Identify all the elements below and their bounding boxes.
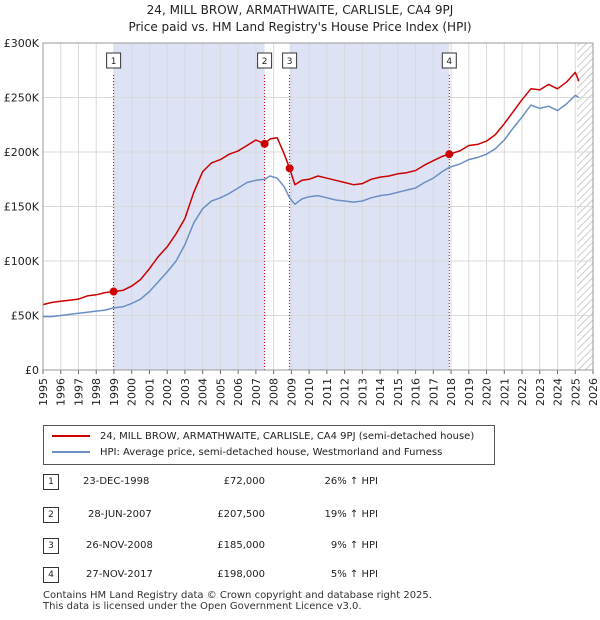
x-tick-label: 2006: [232, 378, 245, 406]
transaction-price: £207,500: [217, 509, 265, 520]
sale-marker-number: 1: [111, 57, 117, 67]
legend-item-property: 24, MILL BROW, ARMATHWAITE, CARLISLE, CA…: [52, 429, 474, 445]
y-tick-label: £250K: [4, 92, 40, 105]
x-tick-label: 2013: [356, 378, 369, 406]
x-tick-label: 2015: [392, 378, 405, 406]
transaction-hpi: 9% ↑ HPI: [330, 540, 378, 551]
transaction-price: £198,000: [217, 569, 265, 580]
transaction-number: 1: [43, 474, 59, 490]
x-tick-label: 1996: [55, 378, 68, 406]
plot-area: [42, 42, 594, 371]
x-tick-label: 2023: [534, 378, 547, 406]
transaction-hpi: 19% ↑ HPI: [324, 509, 378, 520]
legend-swatch-red: [52, 435, 90, 437]
legend-label-hpi: HPI: Average price, semi-detached house,…: [100, 447, 443, 458]
chart-title: 24, MILL BROW, ARMATHWAITE, CARLISLE, CA…: [0, 2, 600, 36]
legend-swatch-blue: [52, 451, 90, 453]
price-chart: 1995 1996 1997 1998 1999 2000 2001 2002 2003 2004…: [4, 37, 600, 406]
x-tick-label: 2019: [463, 378, 476, 406]
x-tick-label: 2007: [250, 378, 263, 406]
x-tick-label: 2018: [445, 378, 458, 406]
legend: 24, MILL BROW, ARMATHWAITE, CARLISLE, CA…: [43, 425, 495, 465]
x-tick-label: 1995: [37, 378, 50, 406]
sale-point: [445, 150, 454, 159]
x-tick-label: 2000: [126, 378, 139, 406]
x-tick-label: 2011: [321, 378, 334, 406]
sale-point: [285, 164, 294, 173]
transaction-hpi: 5% ↑ HPI: [330, 569, 378, 580]
title-line-2: Price paid vs. HM Land Registry's House …: [128, 20, 472, 34]
footer: Contains HM Land Registry data © Crown c…: [43, 590, 432, 612]
x-tick-label: 2021: [498, 378, 511, 406]
y-tick-label: £150K: [4, 201, 40, 214]
transaction-date: 28-JUN-2007: [88, 509, 152, 520]
x-tick-label: 2024: [552, 378, 565, 406]
transaction-number: 4: [43, 567, 59, 583]
x-tick-label: 2025: [569, 378, 582, 406]
sale-marker-number: 2: [262, 57, 268, 67]
transaction-date: 27-NOV-2017: [86, 569, 153, 580]
sale-marker-number: 4: [446, 57, 452, 67]
x-tick-label: 2002: [161, 378, 174, 406]
x-tick-label: 2003: [179, 378, 192, 406]
transaction-price: £72,000: [223, 476, 265, 487]
y-tick-label: £300K: [4, 37, 40, 50]
transaction-number: 3: [43, 538, 59, 554]
transaction-row: 3 26-NOV-2008 £185,000 9% ↑ HPI: [0, 536, 600, 556]
series-hpi-line: [43, 94, 580, 318]
title-line-1: 24, MILL BROW, ARMATHWAITE, CARLISLE, CA…: [146, 3, 454, 17]
transaction-row: 4 27-NOV-2017 £198,000 5% ↑ HPI: [0, 565, 600, 585]
y-tick-label: £100K: [4, 255, 40, 268]
transaction-price: £185,000: [217, 540, 265, 551]
x-tick-label: 1998: [90, 378, 103, 406]
transaction-hpi: 26% ↑ HPI: [324, 476, 378, 487]
transaction-date: 23-DEC-1998: [83, 476, 150, 487]
footer-licence: This data is licensed under the Open Gov…: [43, 601, 362, 612]
x-tick-label: 2022: [516, 378, 529, 406]
x-tick-label: 2016: [410, 378, 423, 406]
series-property-line: [42, 71, 580, 306]
x-tick-label: 2010: [303, 378, 316, 406]
x-tick-label: 2005: [214, 378, 227, 406]
y-tick-label: £200K: [4, 146, 40, 159]
legend-item-hpi: HPI: Average price, semi-detached house,…: [52, 445, 442, 461]
x-tick-label: 1997: [72, 378, 85, 406]
x-tick-label: 2008: [268, 378, 281, 406]
transaction-row: 2 28-JUN-2007 £207,500 19% ↑ HPI: [0, 505, 600, 525]
y-tick-label: £0: [25, 364, 39, 377]
x-tick-label: 2012: [339, 378, 352, 406]
sale-point: [260, 139, 269, 148]
sale-marker-box: [257, 52, 273, 69]
legend-label-property: 24, MILL BROW, ARMATHWAITE, CARLISLE, CA…: [100, 431, 475, 442]
transaction-date: 26-NOV-2008: [86, 540, 153, 551]
sale-point: [109, 287, 118, 296]
transaction-row: 1 23-DEC-1998 £72,000 26% ↑ HPI: [0, 472, 600, 492]
x-tick-label: 2009: [285, 378, 298, 406]
sale-marker-number: 3: [287, 57, 293, 67]
sale-marker-box: [441, 52, 457, 69]
x-tick-label: 1999: [108, 378, 121, 406]
transaction-number: 2: [43, 507, 59, 523]
footer-copyright: Contains HM Land Registry data © Crown c…: [43, 590, 432, 601]
x-tick-label: 2014: [374, 378, 387, 406]
x-tick-label: 2001: [143, 378, 156, 406]
sale-marker-box: [282, 52, 298, 69]
y-tick-label: £50K: [11, 310, 40, 323]
x-tick-label: 2004: [197, 378, 210, 406]
x-tick-label: 2026: [587, 378, 600, 406]
x-tick-label: 2017: [427, 378, 440, 406]
x-tick-label: 2020: [481, 378, 494, 406]
sale-marker-box: [106, 52, 122, 69]
